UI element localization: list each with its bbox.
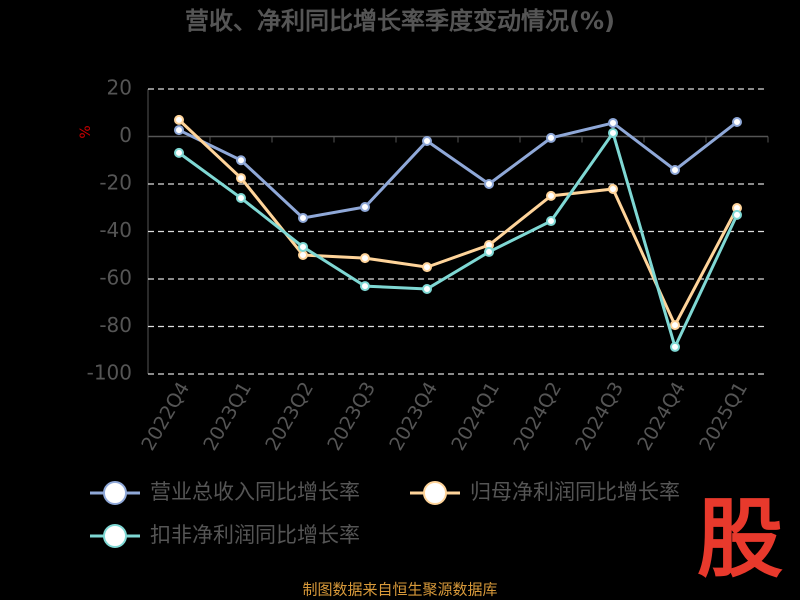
x-tick-label: 2022Q4 (137, 378, 194, 454)
x-tick-label: 2023Q1 (199, 378, 256, 454)
data-point (670, 320, 680, 331)
data-point (732, 117, 742, 128)
x-tick-label: 2024Q4 (633, 378, 690, 454)
data-point (608, 127, 618, 138)
chart-title: 营收、净利同比增长率季度变动情况(%) (185, 7, 615, 35)
legend-marker (103, 524, 127, 548)
legend-label: 营业总收入同比增长率 (150, 480, 360, 504)
legend-marker (103, 481, 127, 505)
data-point (298, 212, 308, 223)
data-point (732, 209, 742, 220)
y-tick-label: -80 (99, 313, 132, 337)
x-tick-label: 2025Q1 (695, 378, 752, 454)
y-tick-label: -40 (99, 218, 132, 242)
data-point (670, 341, 680, 352)
x-tick-label: 2024Q1 (447, 378, 504, 454)
x-tick-label: 2023Q2 (261, 378, 318, 454)
x-tick-label: 2023Q3 (323, 378, 380, 454)
data-point (608, 117, 618, 128)
y-tick-label: -100 (87, 361, 132, 385)
data-point (174, 125, 184, 136)
source-note: 制图数据来自恒生聚源数据库 (302, 581, 497, 599)
x-tick-label: 2023Q4 (385, 378, 442, 454)
x-tick-label: 2024Q3 (571, 378, 628, 454)
y-axis-label: % (78, 125, 94, 138)
legend-marker (423, 481, 447, 505)
legend-label: 扣非净利润同比增长率 (150, 523, 360, 547)
series-line (178, 129, 739, 352)
data-point (236, 155, 246, 166)
data-point (236, 173, 246, 184)
data-point (546, 216, 556, 227)
series-line (177, 118, 739, 329)
data-point (360, 281, 370, 292)
data-point (298, 250, 308, 261)
data-point (360, 202, 370, 213)
data-point (298, 241, 308, 252)
data-point (422, 136, 432, 147)
data-point (546, 190, 556, 201)
watermark: 股 (697, 489, 783, 589)
data-point (484, 246, 494, 257)
x-tick-label: 2024Q2 (509, 378, 566, 454)
data-point (422, 262, 432, 273)
data-point (670, 164, 680, 175)
data-point (484, 179, 494, 189)
data-point (422, 283, 432, 294)
data-point (360, 253, 370, 264)
y-tick-label: -20 (99, 171, 132, 195)
data-point (546, 132, 556, 143)
y-tick-label: 0 (119, 123, 132, 147)
data-point (174, 147, 184, 158)
data-point (608, 183, 618, 194)
data-point (174, 114, 184, 125)
series-line (178, 120, 738, 220)
legend-label: 归母净利润同比增长率 (470, 480, 680, 504)
y-tick-label: -60 (99, 266, 132, 290)
data-point (236, 193, 246, 204)
y-tick-label: 20 (107, 76, 132, 100)
